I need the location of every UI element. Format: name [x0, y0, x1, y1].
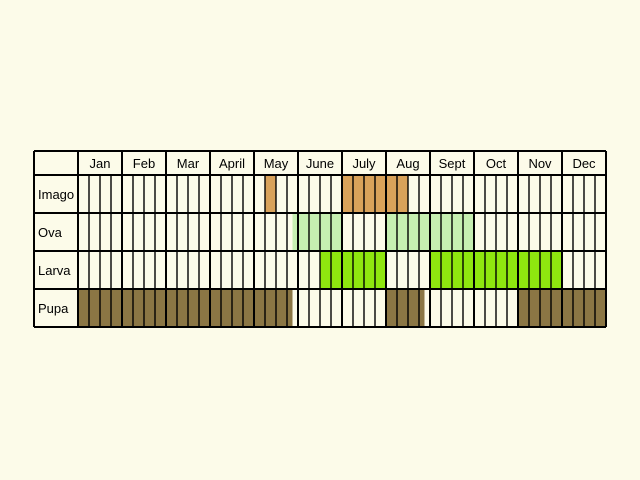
imago-period [347, 175, 408, 213]
month-header-sept: Sept [439, 156, 466, 171]
month-header-feb: Feb [133, 156, 155, 171]
stage-label-ova: Ova [38, 225, 63, 240]
month-header-mar: Mar [177, 156, 200, 171]
imago-period [342, 175, 348, 213]
stage-label-imago: Imago [38, 187, 74, 202]
month-header-may: May [264, 156, 289, 171]
month-header-oct: Oct [486, 156, 507, 171]
stage-label-pupa: Pupa [38, 301, 69, 316]
pupa-period [78, 289, 293, 327]
imago-period [265, 175, 271, 213]
month-header-nov: Nov [528, 156, 552, 171]
imago-period [270, 175, 276, 213]
month-header-apr: April [219, 156, 245, 171]
month-header-jan: Jan [90, 156, 111, 171]
month-header-aug: Aug [396, 156, 419, 171]
month-header-dec: Dec [572, 156, 596, 171]
table-labels: Jan Feb Mar April May June July Aug Sept Oct Nov De… [38, 156, 596, 316]
week-grid [33, 150, 607, 328]
pupa-period [386, 289, 425, 327]
ova-period [292, 213, 342, 251]
month-header-july: July [352, 156, 376, 171]
month-header-june: June [306, 156, 334, 171]
stage-label-larva: Larva [38, 263, 71, 278]
